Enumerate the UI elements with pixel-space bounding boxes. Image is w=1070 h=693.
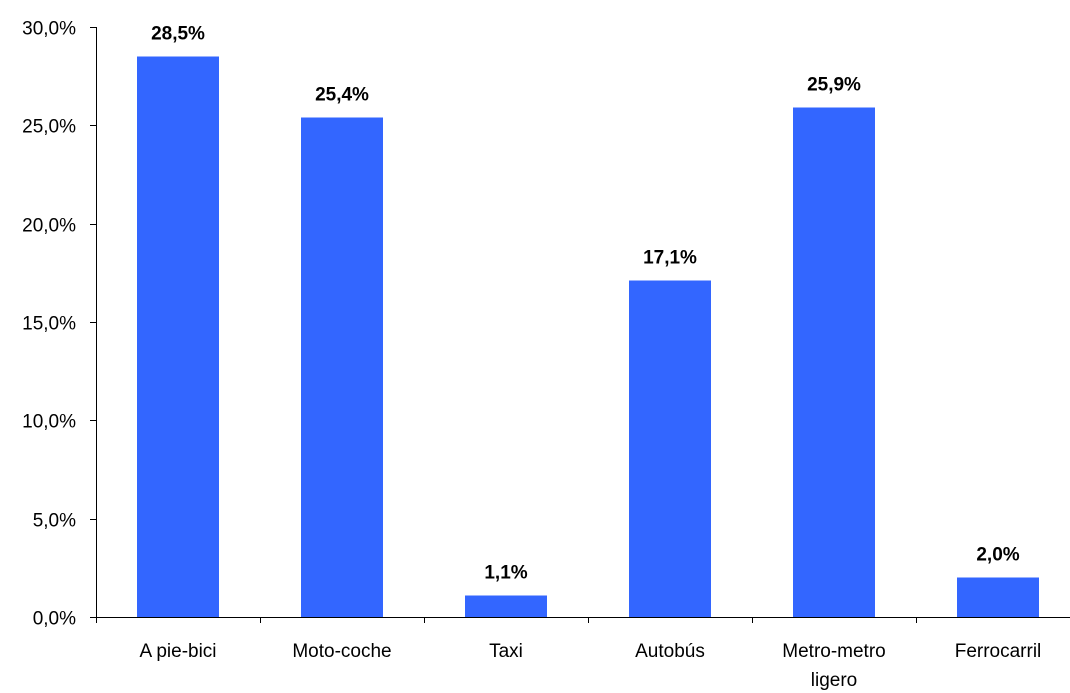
data-label: 28,5% [151, 24, 205, 45]
y-tick-label: 0,0% [33, 609, 76, 630]
bar [465, 595, 547, 617]
y-axis: 0,0% 5,0% 10,0% 15,0% 20,0% 25,0% 30,0% [22, 19, 97, 630]
bar [957, 577, 1039, 617]
x-tick-label: Moto-coche [292, 641, 391, 662]
x-tick-label: Ferrocarril [955, 641, 1042, 662]
bar [793, 107, 875, 617]
y-tick-label: 25,0% [22, 117, 76, 138]
bar [301, 117, 383, 617]
x-tick-label: Taxi [489, 641, 523, 662]
y-tick-label: 10,0% [22, 412, 76, 433]
bar [629, 280, 711, 617]
y-tick-label: 5,0% [33, 511, 76, 532]
bar [137, 56, 219, 617]
data-label: 17,1% [643, 248, 697, 269]
y-tick-label: 20,0% [22, 216, 76, 237]
data-label: 2,0% [976, 545, 1019, 566]
bars [137, 56, 1039, 617]
data-labels: 28,5% 25,4% 1,1% 17,1% 25,9% 2,0% [151, 24, 1020, 584]
data-label: 25,4% [315, 84, 369, 105]
y-tick-label: 30,0% [22, 19, 76, 40]
data-label: 25,9% [807, 75, 861, 96]
data-label: 1,1% [484, 562, 527, 583]
x-axis: A pie-bici Moto-coche Taxi Autobús Metro-met… [96, 617, 1070, 691]
y-tick-label: 15,0% [22, 314, 76, 335]
x-tick-label: Metro-metro ligero [782, 641, 885, 691]
x-tick-label: Autobús [635, 641, 705, 662]
x-tick-label: A pie-bici [139, 641, 216, 662]
